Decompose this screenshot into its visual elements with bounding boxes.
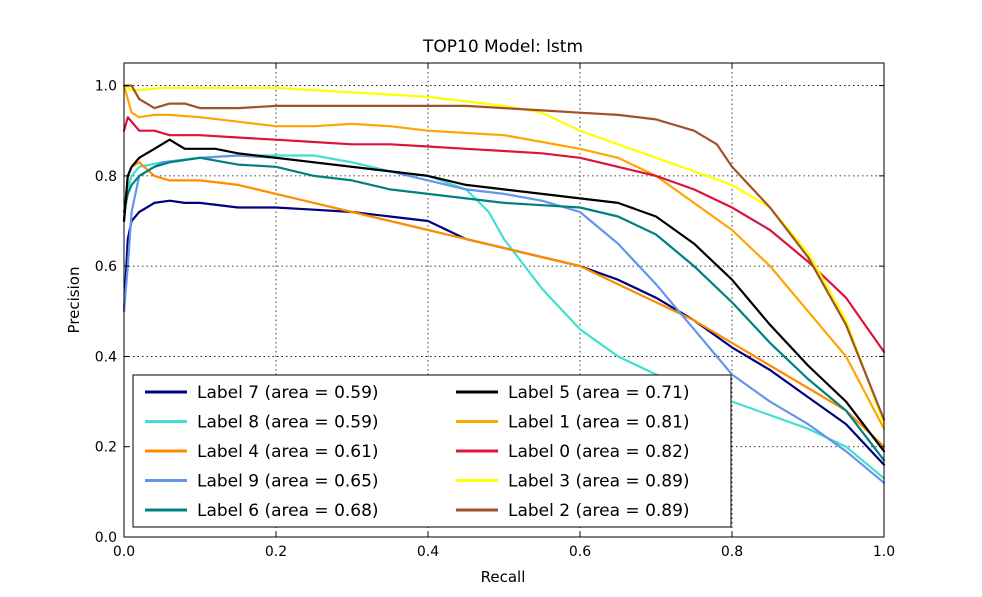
series-line-6 (122, 84, 886, 430)
y-tick-label: 0.8 (95, 169, 117, 185)
series-line-8 (122, 84, 886, 426)
series-line-0 (122, 199, 886, 466)
legend-label: Label 4 (area = 0.61) (197, 442, 379, 462)
y-tick-label: 0.4 (95, 349, 117, 365)
legend-label: Label 9 (area = 0.65) (197, 472, 379, 492)
series-line-5 (122, 138, 886, 453)
series-lines (122, 84, 886, 484)
legend-label: Label 5 (area = 0.71) (508, 383, 690, 403)
y-tick-label: 0.6 (95, 259, 117, 275)
legend-label: Label 6 (area = 0.68) (197, 501, 379, 521)
y-axis-label: Precision (65, 267, 83, 334)
legend-label: Label 0 (area = 0.82) (508, 442, 690, 462)
legend-item: Label 1 (area = 0.81) (456, 413, 690, 433)
x-axis-label: Recall (481, 568, 526, 586)
x-tick-label: 0.4 (417, 544, 439, 560)
legend-label: Label 1 (area = 0.81) (508, 413, 690, 433)
legend-item: Label 0 (area = 0.82) (456, 442, 690, 462)
plot-frame (123, 62, 885, 538)
legend-item: Label 3 (area = 0.89) (456, 472, 690, 492)
legend: Label 7 (area = 0.59) Label 8 (area = 0.5… (132, 374, 732, 528)
x-tick-label: 0.2 (265, 544, 287, 560)
series-line-9 (122, 84, 886, 421)
legend-item: Label 2 (area = 0.89) (456, 501, 690, 521)
legend-label: Label 8 (area = 0.59) (197, 413, 379, 433)
legend-item: Label 6 (area = 0.68) (145, 501, 379, 521)
x-tick-label: 0.8 (721, 544, 743, 560)
x-tick-label: 0.6 (569, 544, 591, 560)
legend-item: Label 8 (area = 0.59) (145, 413, 379, 433)
series-line-2 (122, 161, 886, 448)
legend-item: Label 4 (area = 0.61) (145, 442, 379, 462)
x-tick-label: 0.0 (113, 544, 135, 560)
y-tick-label: 1.0 (95, 79, 117, 95)
axis-ticks: 0.0 0.2 0.4 0.6 0.8 1.0 0.0 0.2 0.4 0.6 0.8 1.0 (95, 63, 895, 560)
y-tick-label: 0.2 (95, 440, 117, 456)
legend-label: Label 7 (area = 0.59) (197, 383, 379, 403)
series-line-4 (122, 156, 886, 462)
legend-item: Label 9 (area = 0.65) (145, 472, 379, 492)
legend-label: Label 3 (area = 0.89) (508, 472, 690, 492)
legend-item: Label 5 (area = 0.71) (456, 383, 690, 403)
x-tick-label: 1.0 (873, 544, 895, 560)
legend-label: Label 2 (area = 0.89) (508, 501, 690, 521)
chart-title: TOP10 Model: lstm (422, 37, 583, 57)
legend-box (132, 374, 732, 528)
series-line-7 (122, 116, 886, 353)
legend-item: Label 7 (area = 0.59) (145, 383, 379, 403)
y-tick-label: 0.0 (95, 530, 117, 546)
